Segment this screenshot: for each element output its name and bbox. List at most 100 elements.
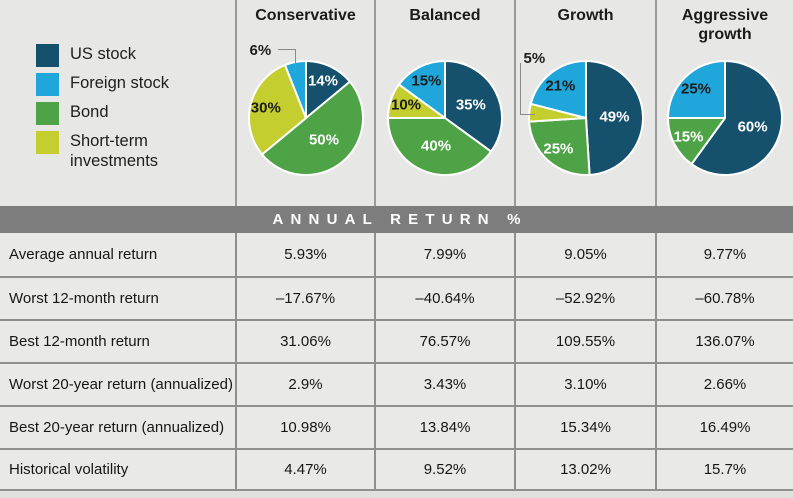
pie-svg <box>387 60 503 176</box>
pie-slice-us-stock <box>444 60 503 153</box>
row-value: 10.98% <box>235 407 374 448</box>
legend-swatch-foreign-stock <box>36 73 59 96</box>
row-value: –40.64% <box>374 278 514 319</box>
callout-line <box>277 49 296 73</box>
row-value: 3.43% <box>374 364 514 405</box>
column-header-label: Aggressive growth <box>681 7 769 43</box>
row-label: Worst 20-year return (annualized) <box>9 376 233 393</box>
pie-slice-label: 15% <box>411 72 442 90</box>
row-value: 2.66% <box>655 364 793 405</box>
pie-chart-growth: 49% 25% 5% 21% <box>516 48 656 182</box>
pie-slice-foreign-stock <box>397 60 446 119</box>
pie-chart-conservative: 14% 50% 30% 6% <box>236 42 376 182</box>
pie-slice-label: 5% <box>523 50 546 67</box>
pie-slice-label: 40% <box>421 137 452 155</box>
pie-slice-label: 25% <box>680 80 712 98</box>
returns-table: Average annual return 5.93% 7.99% 9.05% 9.77… <box>0 233 793 491</box>
pie-slice-label: 21% <box>545 77 576 95</box>
footer-strip <box>0 491 793 498</box>
row-value: 5.93% <box>235 233 374 276</box>
row-label: Best 20-year return (annualized) <box>9 419 225 436</box>
pie-slice-label: 50% <box>308 131 339 149</box>
row-value: 109.55% <box>514 321 655 362</box>
pie-slice-bond <box>387 117 493 176</box>
column-header: Balanced <box>409 0 480 48</box>
row-value: 31.06% <box>235 321 374 362</box>
row-value: 4.47% <box>235 450 374 489</box>
row-value: 13.84% <box>374 407 514 448</box>
pie-chart-aggressive-growth: 60% 15% 25% <box>655 48 793 182</box>
pie-slice-label: 14% <box>307 72 338 90</box>
row-value: –17.67% <box>235 278 374 319</box>
pie-slice-label: 49% <box>599 108 630 126</box>
pie-slice-label: 15% <box>673 128 704 146</box>
pie-slice-label: 30% <box>250 99 281 117</box>
column-header-label: Growth <box>557 7 614 24</box>
legend-swatch-short-term <box>36 131 59 154</box>
column-aggressive-growth: Aggressive growth 60% 15% 25% <box>655 0 793 206</box>
row-value: 136.07% <box>655 321 793 362</box>
row-label: Average annual return <box>9 246 158 263</box>
row-value: –52.92% <box>514 278 655 319</box>
row-label: Worst 12-month return <box>9 290 159 307</box>
legend-item: US stock <box>36 44 235 67</box>
legend-label: Bond <box>70 103 109 121</box>
legend-label: US stock <box>70 45 137 63</box>
legend-item: Short-term investments <box>36 131 235 171</box>
legend-item: Foreign stock <box>36 73 235 96</box>
pie-slice-foreign-stock <box>667 60 726 119</box>
row-value: 9.05% <box>514 233 655 276</box>
pie-chart-balanced: 35% 40% 10% 15% <box>375 48 515 182</box>
pie-slice-foreign-stock <box>529 60 587 119</box>
table-row: Best 20-year return (annualized) 10.98% 13… <box>0 405 793 448</box>
pie-slice-bond <box>667 117 726 166</box>
pie-slice-short-term <box>247 64 307 156</box>
row-value: 7.99% <box>374 233 514 276</box>
callout-line <box>519 63 535 115</box>
row-value: 3.10% <box>514 364 655 405</box>
table-row: Worst 12-month return –17.67% –40.64% –52.9… <box>0 276 793 319</box>
pie-slice-label: 6% <box>249 42 272 59</box>
row-value: 9.52% <box>374 450 514 489</box>
row-value: –60.78% <box>655 278 793 319</box>
legend-swatch-us-stock <box>36 44 59 67</box>
allocation-section: US stock Foreign stock Bond Short-term inve… <box>0 0 793 206</box>
column-balanced: Balanced 35% 40% 10% 15% <box>374 0 514 206</box>
row-value: 9.77% <box>655 233 793 276</box>
annual-return-band-title: ANNUAL RETURN % <box>272 211 528 228</box>
column-header-label: Balanced <box>409 7 481 24</box>
annual-return-band: ANNUAL RETURN % <box>0 206 793 233</box>
row-value: 15.34% <box>514 407 655 448</box>
column-header: Aggressive growth <box>669 0 781 48</box>
table-row: Worst 20-year return (annualized) 2.9% 3.4… <box>0 362 793 405</box>
column-header: Growth <box>558 0 614 48</box>
pie-slice-us-stock <box>584 60 644 176</box>
column-conservative: Conservative 14% 50% 30% 6% <box>235 0 374 206</box>
legend-swatch-bond <box>36 102 59 125</box>
legend-label: Short-term investments <box>70 132 159 171</box>
legend-label: Foreign stock <box>70 74 170 92</box>
pie-svg <box>247 60 364 176</box>
column-header: Conservative <box>255 0 356 48</box>
row-value: 16.49% <box>655 407 793 448</box>
pie-slice-label: 60% <box>737 118 768 136</box>
pie-slice-bond <box>260 80 364 176</box>
pie-slice-label: 35% <box>455 96 486 114</box>
table-row: Historical volatility 4.47% 9.52% 13.02% 15.… <box>0 448 793 491</box>
pie-svg <box>667 60 783 176</box>
table-row: Best 12-month return 31.06% 76.57% 109.55% 1… <box>0 319 793 362</box>
row-value: 13.02% <box>514 450 655 489</box>
column-header-label: Conservative <box>255 7 356 24</box>
allocation-legend: US stock Foreign stock Bond Short-term inve… <box>0 0 235 206</box>
pie-slice-us-stock <box>690 60 783 176</box>
row-value: 76.57% <box>374 321 514 362</box>
pie-slice-bond <box>527 117 591 176</box>
row-label: Best 12-month return <box>9 333 150 350</box>
row-value: 15.7% <box>655 450 793 489</box>
column-growth: Growth 49% 25% 5% 21% <box>514 0 655 206</box>
row-label: Historical volatility <box>9 461 129 478</box>
pie-slice-label: 10% <box>390 96 422 114</box>
legend-item: Bond <box>36 102 235 125</box>
table-row: Average annual return 5.93% 7.99% 9.05% 9.77… <box>0 233 793 276</box>
